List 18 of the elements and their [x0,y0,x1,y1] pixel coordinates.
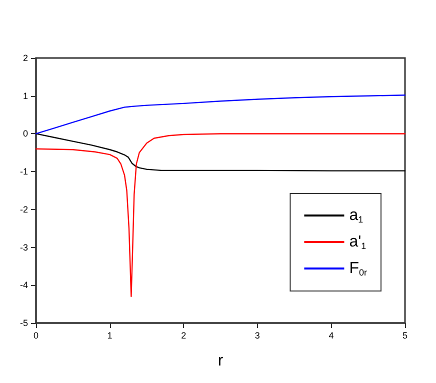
x-tick-label: 5 [402,330,408,340]
line-series [35,94,406,134]
line-series [35,133,406,298]
line-series [35,133,406,172]
y-tick-label: -1 [20,166,28,177]
x-tick-label: 0 [33,330,39,340]
x-tick-label: 4 [328,330,334,340]
x-tick-label: 1 [107,330,112,340]
y-tick-label: 2 [22,53,28,63]
y-tick-label: 0 [22,128,28,139]
y-tick-label: -2 [20,204,28,214]
y-tick-label: -3 [20,242,28,252]
y-tick-label: -4 [20,280,28,290]
y-tick-label: -5 [20,318,28,328]
y-tick-label: 1 [22,90,28,101]
x-tick-label: 3 [254,330,260,340]
x-tick-label: 2 [181,330,186,340]
x-axis-title: r [218,352,224,370]
